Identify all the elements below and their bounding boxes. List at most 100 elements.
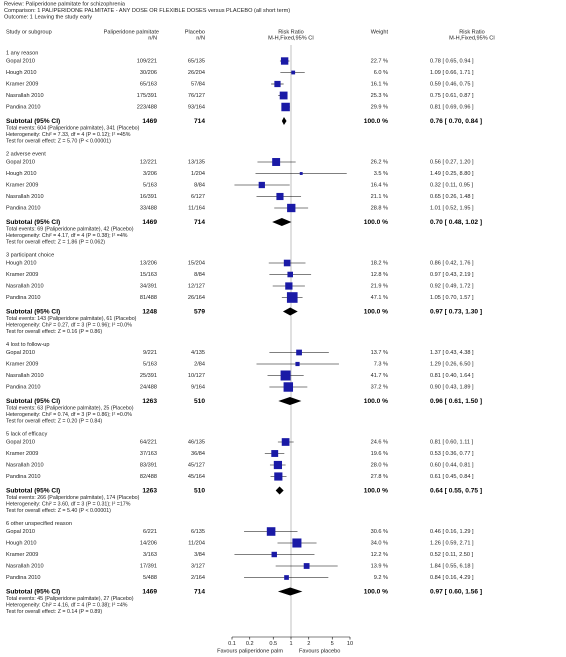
risk-ratio: 0.86 [ 0.42, 1.76 ]	[430, 260, 474, 266]
risk-ratio: 0.60 [ 0.44, 0.81 ]	[430, 462, 474, 468]
ctrl-events: 714	[194, 118, 205, 125]
group-note: Test for overall effect: Z = 0.16 (P = 0…	[6, 329, 102, 335]
weight: 21.1 %	[371, 194, 388, 200]
group-note: Test for overall effect: Z = 0.14 (P = 0…	[6, 609, 102, 615]
weight: 28.8 %	[371, 205, 388, 211]
exp-events: 33/488	[140, 205, 157, 211]
risk-ratio: 1.05 [ 0.70, 1.57 ]	[430, 295, 474, 301]
ctrl-events: 1/204	[191, 171, 205, 177]
group-note: Test for overall effect: Z = 1.86 (P = 0…	[6, 239, 105, 245]
weight: 100.0 %	[364, 308, 388, 315]
column-header: Weight	[371, 29, 389, 35]
exp-events: 5/163	[143, 361, 157, 367]
risk-ratio: 0.81 [ 0.40, 1.64 ]	[430, 373, 474, 379]
effect-square	[274, 80, 281, 88]
exp-events: 9/221	[143, 350, 157, 356]
weight: 100.0 %	[364, 487, 388, 494]
ctrl-events: 13/135	[188, 159, 205, 165]
risk-ratio: 0.53 [ 0.36, 0.77 ]	[430, 451, 474, 457]
summary-diamond	[275, 486, 284, 495]
effect-square	[287, 203, 296, 213]
weight: 24.6 %	[371, 439, 388, 445]
effect-square	[283, 259, 291, 267]
effect-square	[303, 563, 310, 569]
weight: 19.6 %	[371, 451, 388, 457]
column-header: Study or subgroup	[6, 29, 52, 35]
exp-events: 81/488	[140, 295, 157, 301]
weight: 18.2 %	[371, 260, 388, 266]
ctrl-events: 45/164	[188, 474, 205, 480]
x-tick-label: 0.2	[246, 641, 254, 647]
study-name: Hough 2010	[6, 260, 36, 266]
ctrl-events: 714	[194, 219, 205, 226]
exp-events: 17/391	[140, 563, 157, 569]
study-name: Hough 2010	[6, 171, 36, 177]
effect-square	[285, 282, 293, 290]
exp-events: 15/163	[140, 272, 157, 278]
study-name: Nasrallah 2010	[6, 373, 44, 379]
exp-events: 175/391	[137, 93, 157, 99]
risk-ratio: 0.75 [ 0.61, 0.87 ]	[430, 93, 474, 99]
study-name: Kramer 2009	[6, 361, 38, 367]
x-tick-label: 10	[347, 641, 353, 647]
group-title: 5 lack of efficacy	[6, 431, 47, 437]
study-name: Nasrallah 2010	[6, 194, 44, 200]
ctrl-events: 46/135	[188, 439, 205, 445]
weight: 12.8 %	[371, 272, 388, 278]
exp-events: 1469	[142, 219, 157, 226]
study-name: Kramer 2009	[6, 451, 38, 457]
ctrl-events: 57/84	[191, 81, 205, 87]
risk-ratio: 1.26 [ 0.59, 2.71 ]	[430, 540, 474, 546]
subtotal-label: Subtotal (95% CI)	[6, 118, 60, 125]
weight: 37.2 %	[371, 384, 388, 390]
study-name: Pandina 2010	[6, 384, 41, 390]
weight: 7.3 %	[374, 361, 388, 367]
ctrl-events: 11/164	[188, 205, 205, 211]
summary-diamond	[277, 587, 303, 596]
risk-ratio: 0.81 [ 0.69, 0.96 ]	[430, 104, 474, 110]
effect-square	[299, 172, 303, 175]
column-header: n/N	[148, 35, 157, 41]
group-note: Heterogeneity: Chi² = 0.27, df = 3 (P = …	[6, 322, 132, 328]
risk-ratio: 0.78 [ 0.65, 0.94 ]	[430, 58, 474, 64]
weight: 47.1 %	[371, 295, 388, 301]
column-header: M-H,Fixed,95% CI	[268, 35, 314, 41]
effect-square	[266, 527, 276, 536]
weight: 16.1 %	[371, 81, 388, 87]
weight: 13.7 %	[371, 350, 388, 356]
group-title: 2 adverse event	[6, 151, 46, 157]
risk-ratio: 0.32 [ 0.11, 0.95 ]	[430, 182, 474, 188]
subtotal-label: Subtotal (95% CI)	[6, 219, 60, 226]
favours-label: Favours placebo	[299, 648, 340, 654]
study-name: Kramer 2009	[6, 182, 38, 188]
exp-events: 6/221	[143, 529, 157, 535]
subtotal-label: Subtotal (95% CI)	[6, 487, 60, 494]
risk-ratio: 0.81 [ 0.60, 1.11 ]	[430, 439, 474, 445]
effect-square	[271, 450, 279, 457]
effect-square	[271, 551, 277, 558]
group-title: 6 other unspecified reason	[6, 521, 72, 527]
ctrl-events: 2/84	[194, 361, 205, 367]
exp-events: 1248	[142, 308, 157, 315]
weight: 12.2 %	[371, 552, 388, 558]
group-note: Total events: 69 (Paliperidone palmitate…	[6, 226, 134, 232]
exp-events: 3/206	[143, 171, 157, 177]
group-note: Total events: 63 (Paliperidone palmitate…	[6, 405, 134, 411]
weight: 29.9 %	[371, 104, 388, 110]
weight: 100.0 %	[364, 118, 388, 125]
weight: 26.2 %	[371, 159, 388, 165]
subtotal-label: Subtotal (95% CI)	[6, 308, 60, 315]
subtotal-label: Subtotal (95% CI)	[6, 398, 60, 405]
risk-ratio: 0.52 [ 0.11, 2.50 ]	[430, 552, 474, 558]
group-title: 3 participant choice	[6, 252, 54, 258]
risk-ratio: 1.49 [ 0.25, 8.80 ]	[430, 171, 474, 177]
study-name: Gopal 2010	[6, 350, 35, 356]
ctrl-events: 579	[194, 308, 205, 315]
effect-square	[273, 460, 283, 470]
effect-square	[283, 382, 294, 392]
risk-ratio: 0.46 [ 0.16, 1.29 ]	[430, 529, 474, 535]
column-header: Paliperidone palmitate	[104, 29, 159, 35]
effect-square	[292, 538, 302, 548]
column-header: M-H,Fixed,95% CI	[449, 35, 495, 41]
